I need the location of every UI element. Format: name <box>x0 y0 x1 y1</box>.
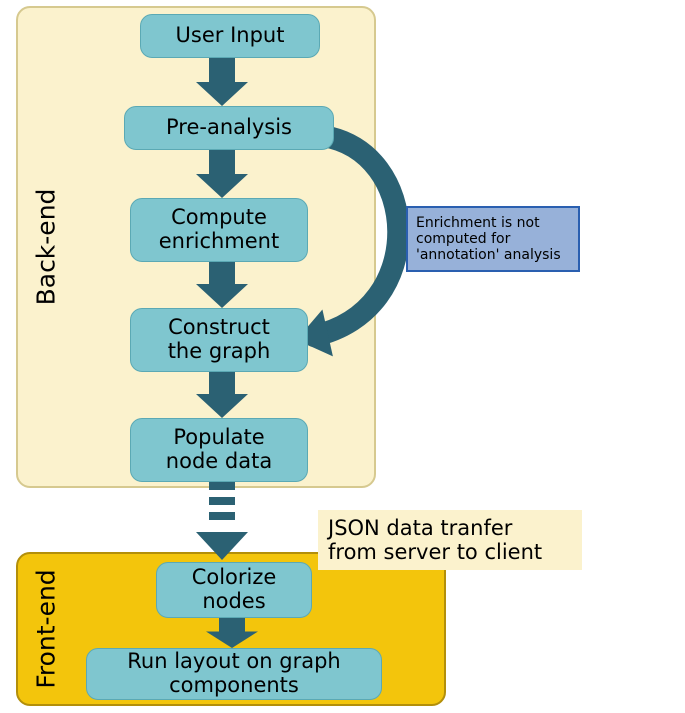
node-pre-analysis: Pre-analysis <box>124 106 334 150</box>
node-user-input: User Input <box>140 14 320 58</box>
annotation-enrichment-skip: Enrichment is notcomputed for'annotation… <box>406 206 580 272</box>
backend-panel-label: Back-end <box>32 189 61 306</box>
node-populate-node-data: Populatenode data <box>130 418 308 482</box>
frontend-panel-label: Front-end <box>32 569 61 688</box>
node-run-layout: Run layout on graphcomponents <box>86 648 382 700</box>
annotation-json-transfer: JSON data tranferfrom server to client <box>318 510 582 570</box>
node-colorize-nodes: Colorizenodes <box>156 562 312 618</box>
node-construct-graph: Constructthe graph <box>130 308 308 372</box>
node-compute-enrichment: Computeenrichment <box>130 198 308 262</box>
